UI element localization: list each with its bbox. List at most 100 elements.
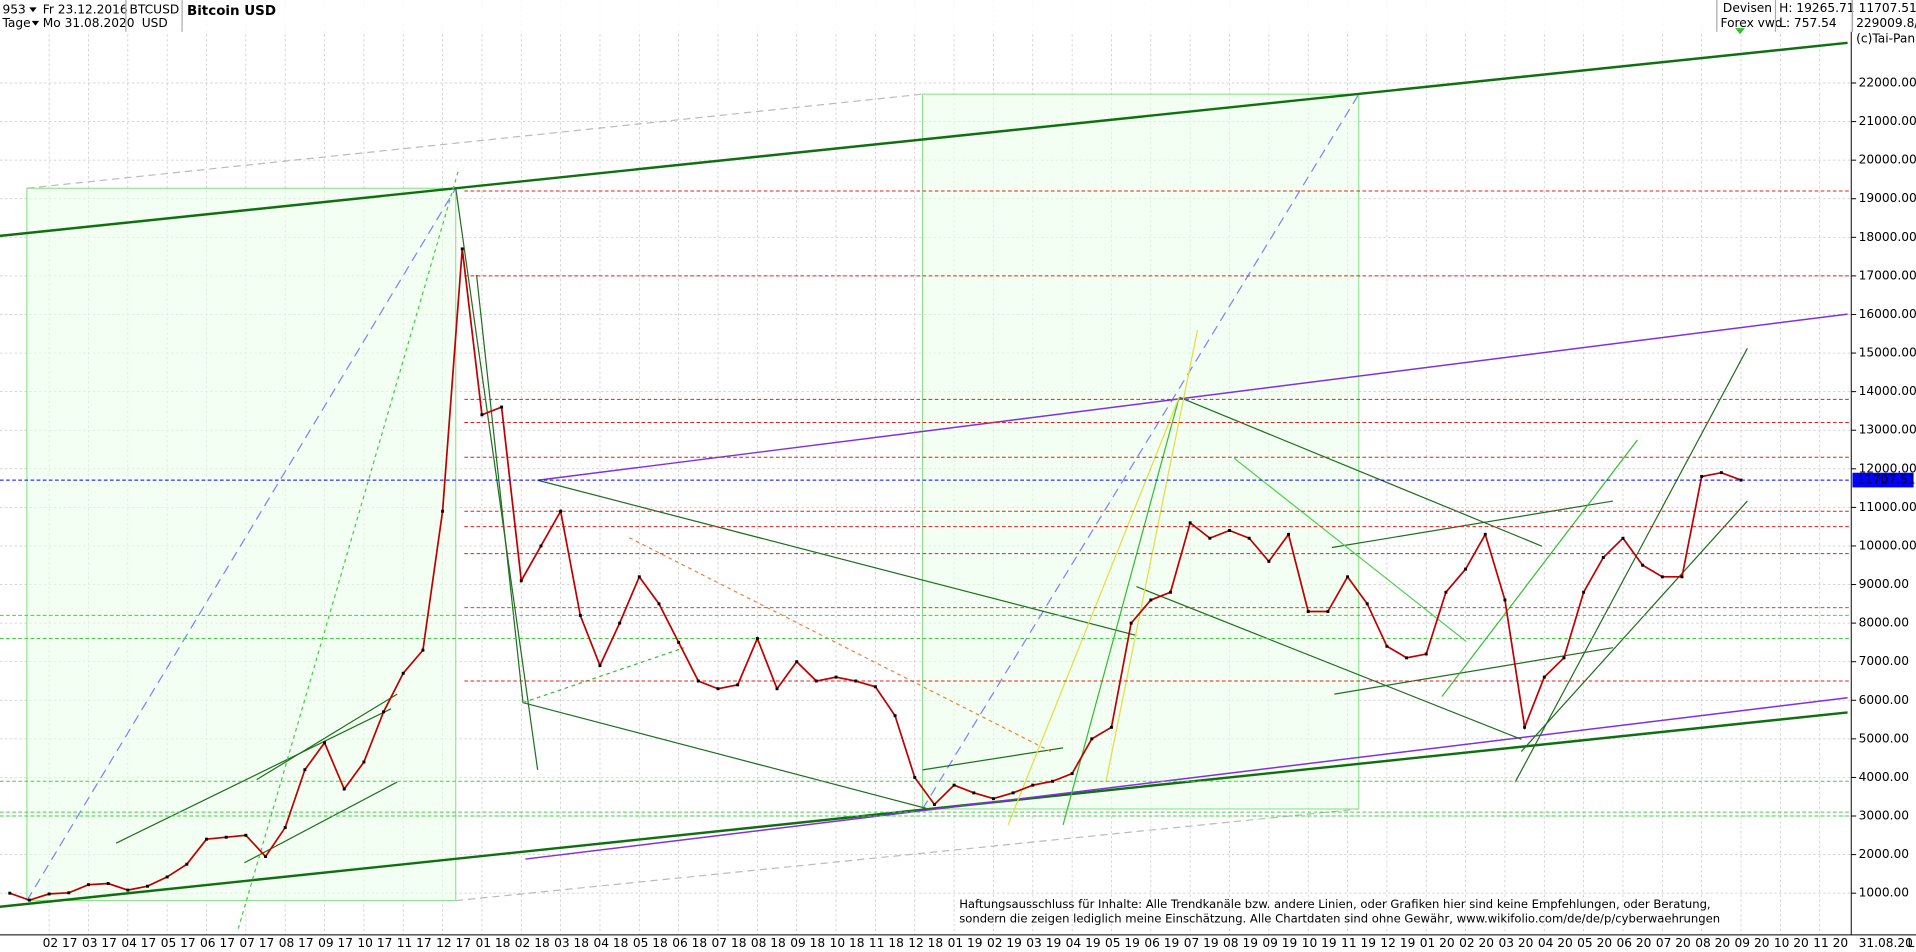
end-date-label: 31.08.20 [1859, 936, 1913, 950]
x-tick-label: 02 17 [43, 936, 78, 950]
price-point [323, 741, 327, 745]
price-point [283, 826, 287, 830]
trendline [922, 747, 1064, 771]
price-point [1719, 471, 1723, 475]
trendline [1514, 348, 1748, 783]
price-point [1582, 590, 1586, 594]
price-point [755, 637, 759, 641]
y-tick-label: 12000.00 [1859, 461, 1916, 475]
price-point [1031, 783, 1035, 787]
trendline [1007, 396, 1180, 826]
price-point [224, 835, 228, 839]
y-tick-label: 22000.00 [1859, 76, 1916, 90]
trendline [1178, 396, 1543, 547]
high: H: 19265.71 [1779, 1, 1854, 15]
price-point [47, 892, 51, 896]
trendline [1062, 397, 1180, 826]
bar-count[interactable]: 953 [2, 2, 25, 16]
y-tick-label: 14000.00 [1859, 384, 1916, 398]
price-point [401, 671, 405, 675]
price-point [854, 679, 858, 683]
x-tick-label: 10 20 [1774, 936, 1809, 950]
x-tick-label: 04 20 [1538, 936, 1573, 950]
y-tick-label: 21000.00 [1859, 114, 1916, 128]
y-tick-label: 2000.00 [1859, 847, 1909, 861]
price-point [1424, 652, 1428, 656]
x-tick-label: 08 20 [1695, 936, 1730, 950]
x-tick-label: 09 17 [318, 936, 353, 950]
x-tick-label: 05 18 [633, 936, 668, 950]
price-point [500, 405, 504, 409]
price-point [795, 660, 799, 664]
x-tick-label: 12 18 [908, 936, 943, 950]
chart-title: Bitcoin USD [187, 4, 276, 19]
price-point [1247, 536, 1251, 540]
price-point [1267, 559, 1271, 563]
x-tick-label: 04 17 [121, 936, 156, 950]
x-tick-label: 11 19 [1341, 936, 1376, 950]
price-point [1287, 532, 1291, 536]
price-point [1385, 644, 1389, 648]
y-tick-label: 19000.00 [1859, 191, 1916, 205]
price-point [677, 640, 681, 644]
x-tick-label: 11 18 [869, 936, 904, 950]
scale-mode[interactable]: L [1907, 936, 1914, 950]
price-point [244, 833, 248, 837]
price-point [657, 602, 661, 606]
symbol: BTCUSD [130, 2, 180, 16]
x-tick-label: 07 17 [239, 936, 274, 950]
price-point [146, 884, 149, 888]
x-tick-label: 01 18 [475, 936, 510, 950]
price-point [382, 710, 386, 714]
price-point [559, 509, 563, 513]
period[interactable]: Tage [1, 16, 30, 30]
x-tick-label: 04 19 [1066, 936, 1101, 950]
y-tick-label: 3000.00 [1859, 809, 1909, 823]
header-bg [0, 0, 1916, 32]
price-point [362, 760, 366, 764]
market: Devisen [1723, 1, 1772, 15]
trendline [455, 188, 539, 770]
price-point [834, 675, 838, 679]
price-point [8, 891, 12, 895]
y-tick-label: 4000.00 [1859, 770, 1909, 784]
trendline [922, 93, 1360, 810]
price-point [264, 855, 267, 858]
price-point [1601, 556, 1605, 559]
trendline [1520, 500, 1748, 752]
volume: 229009.8/ [1856, 16, 1916, 30]
y-tick-label: 1000.00 [1859, 886, 1909, 900]
dropdown-arrow[interactable] [31, 20, 40, 26]
price-point [893, 714, 897, 718]
price-point [480, 413, 484, 417]
trendline [115, 708, 392, 844]
price-point [1110, 725, 1113, 729]
y-tick-label: 5000.00 [1859, 731, 1909, 745]
trendline [1105, 329, 1199, 783]
price-point [1562, 656, 1566, 660]
x-tick-label: 11 20 [1813, 936, 1848, 950]
y-tick-label: 11000.00 [1859, 500, 1916, 514]
x-tick-label: 08 17 [279, 936, 314, 950]
annotation: Haftungsausschluss für Inhalte: Alle Tre… [959, 897, 1710, 911]
price-point [1346, 575, 1350, 579]
currency: USD [142, 16, 168, 30]
x-tick-label: 10 17 [357, 936, 392, 950]
x-tick-label: 01 20 [1420, 936, 1455, 950]
price-point [1188, 521, 1192, 525]
x-tick-label: 09 20 [1735, 936, 1770, 950]
price-point [1483, 532, 1487, 536]
y-tick-label: 20000.00 [1859, 153, 1916, 167]
x-tick-label: 05 17 [161, 936, 196, 950]
price-point [1680, 575, 1684, 579]
price-point [736, 683, 740, 687]
price-point [952, 783, 956, 787]
y-tick-label: 13000.00 [1859, 423, 1916, 437]
x-tick-label: 10 19 [1302, 936, 1337, 950]
price-point [27, 898, 31, 902]
start-date: Fr 23.12.2016 [43, 2, 128, 16]
dropdown-arrow[interactable] [29, 7, 37, 13]
x-tick-label: 04 18 [594, 936, 629, 950]
price-point [205, 837, 208, 841]
